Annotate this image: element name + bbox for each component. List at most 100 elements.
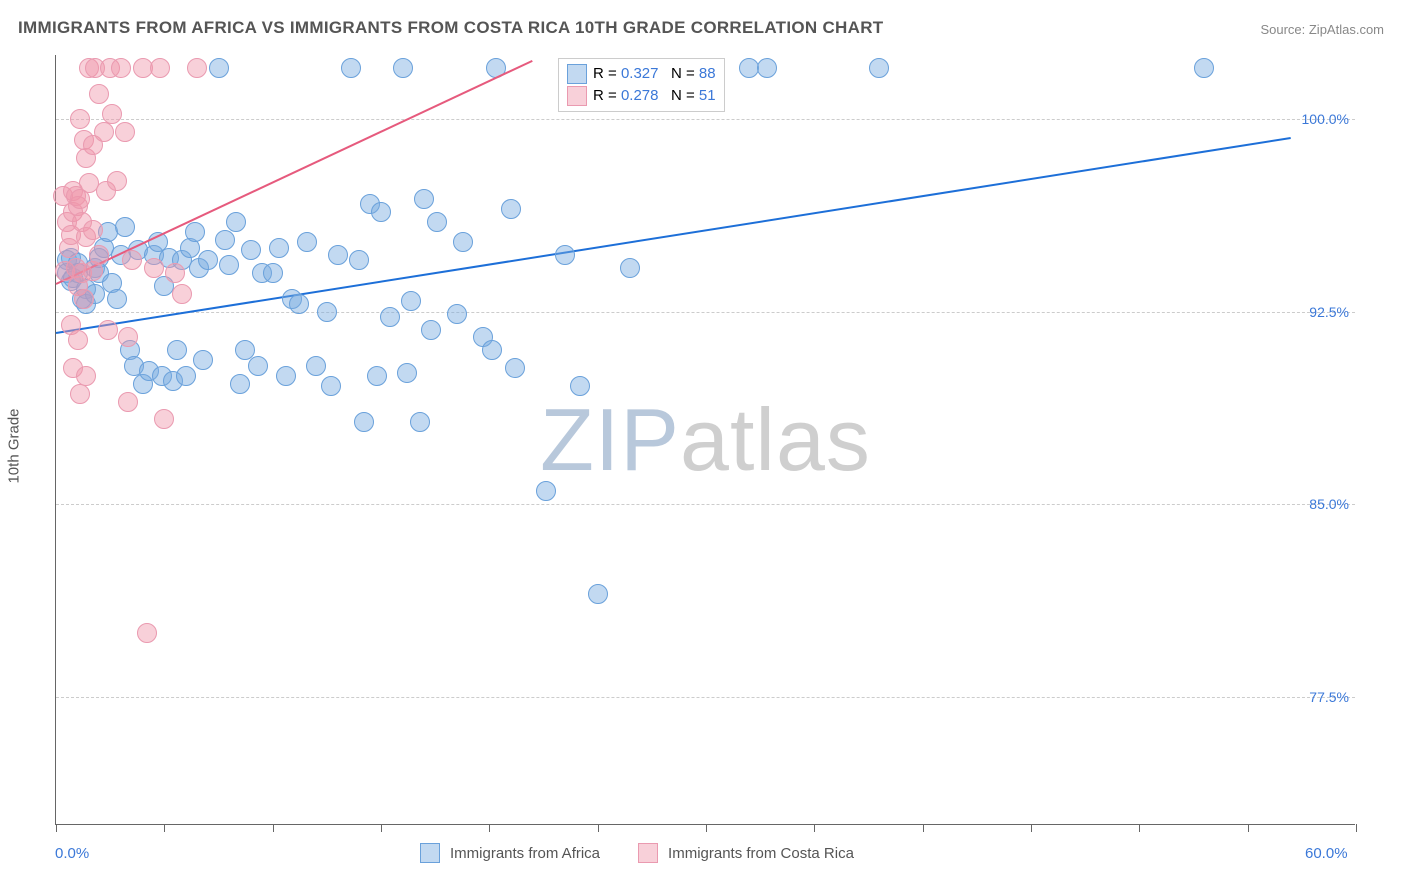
- data-point: [570, 376, 590, 396]
- x-axis-min-label: 0.0%: [55, 845, 89, 862]
- legend-bottom: Immigrants from Africa Immigrants from Co…: [420, 843, 882, 863]
- data-point: [122, 250, 142, 270]
- x-tick: [1139, 824, 1140, 832]
- data-point: [167, 340, 187, 360]
- x-tick: [164, 824, 165, 832]
- data-point: [397, 363, 417, 383]
- x-tick: [56, 824, 57, 832]
- data-point: [410, 412, 430, 432]
- data-point: [341, 58, 361, 78]
- legend-stats: R = 0.327 N = 88 R = 0.278 N = 51: [558, 58, 725, 112]
- y-tick-label: 100.0%: [1302, 111, 1349, 127]
- data-point: [107, 171, 127, 191]
- data-point: [193, 350, 213, 370]
- trend-line: [56, 137, 1291, 334]
- legend-swatch: [567, 86, 587, 106]
- data-point: [165, 263, 185, 283]
- watermark: ZIPatlas: [540, 389, 871, 491]
- gridline: [56, 697, 1355, 698]
- data-point: [98, 320, 118, 340]
- data-point: [150, 58, 170, 78]
- data-point: [1194, 58, 1214, 78]
- x-tick: [1031, 824, 1032, 832]
- source-label: Source: ZipAtlas.com: [1260, 22, 1384, 37]
- data-point: [118, 392, 138, 412]
- legend-swatch: [567, 64, 587, 84]
- data-point: [328, 245, 348, 265]
- data-point: [70, 109, 90, 129]
- data-point: [70, 384, 90, 404]
- data-point: [501, 199, 521, 219]
- data-point: [505, 358, 525, 378]
- data-point: [393, 58, 413, 78]
- data-point: [102, 104, 122, 124]
- data-point: [176, 366, 196, 386]
- y-tick-label: 77.5%: [1309, 689, 1349, 705]
- data-point: [555, 245, 575, 265]
- x-tick: [814, 824, 815, 832]
- data-point: [144, 258, 164, 278]
- gridline: [56, 312, 1355, 313]
- data-point: [276, 366, 296, 386]
- data-point: [482, 340, 502, 360]
- data-point: [172, 284, 192, 304]
- x-tick: [381, 824, 382, 832]
- data-point: [869, 58, 889, 78]
- data-point: [94, 122, 114, 142]
- legend-series-label: Immigrants from Costa Rica: [668, 845, 854, 862]
- data-point: [321, 376, 341, 396]
- data-point: [185, 222, 205, 242]
- data-point: [219, 255, 239, 275]
- chart-title: IMMIGRANTS FROM AFRICA VS IMMIGRANTS FRO…: [18, 18, 883, 38]
- data-point: [111, 58, 131, 78]
- data-point: [115, 122, 135, 142]
- x-tick: [706, 824, 707, 832]
- data-point: [226, 212, 246, 232]
- plot-area: ZIPatlas 77.5%85.0%92.5%100.0%: [55, 55, 1355, 825]
- y-axis-label: 10th Grade: [6, 408, 23, 483]
- data-point: [380, 307, 400, 327]
- data-point: [371, 202, 391, 222]
- data-point: [76, 366, 96, 386]
- data-point: [453, 232, 473, 252]
- data-point: [89, 245, 109, 265]
- data-point: [68, 330, 88, 350]
- data-point: [115, 217, 135, 237]
- data-point: [421, 320, 441, 340]
- data-point: [118, 327, 138, 347]
- legend-stats-text: R = 0.278 N = 51: [593, 85, 716, 107]
- data-point: [107, 289, 127, 309]
- data-point: [215, 230, 235, 250]
- x-tick: [598, 824, 599, 832]
- data-point: [89, 84, 109, 104]
- data-point: [187, 58, 207, 78]
- data-point: [74, 289, 94, 309]
- x-tick: [489, 824, 490, 832]
- data-point: [198, 250, 218, 270]
- data-point: [447, 304, 467, 324]
- x-tick: [273, 824, 274, 832]
- data-point: [209, 58, 229, 78]
- data-point: [263, 263, 283, 283]
- data-point: [401, 291, 421, 311]
- legend-swatch: [420, 843, 440, 863]
- legend-stats-row: R = 0.327 N = 88: [567, 63, 716, 85]
- data-point: [620, 258, 640, 278]
- data-point: [289, 294, 309, 314]
- data-point: [241, 240, 261, 260]
- legend-stats-row: R = 0.278 N = 51: [567, 85, 716, 107]
- data-point: [154, 409, 174, 429]
- data-point: [367, 366, 387, 386]
- data-point: [317, 302, 337, 322]
- x-tick: [1248, 824, 1249, 832]
- data-point: [349, 250, 369, 270]
- legend-swatch: [638, 843, 658, 863]
- legend-series-label: Immigrants from Africa: [450, 845, 600, 862]
- data-point: [83, 220, 103, 240]
- x-tick: [923, 824, 924, 832]
- gridline: [56, 504, 1355, 505]
- x-tick: [1356, 824, 1357, 832]
- data-point: [248, 356, 268, 376]
- data-point: [297, 232, 317, 252]
- data-point: [306, 356, 326, 376]
